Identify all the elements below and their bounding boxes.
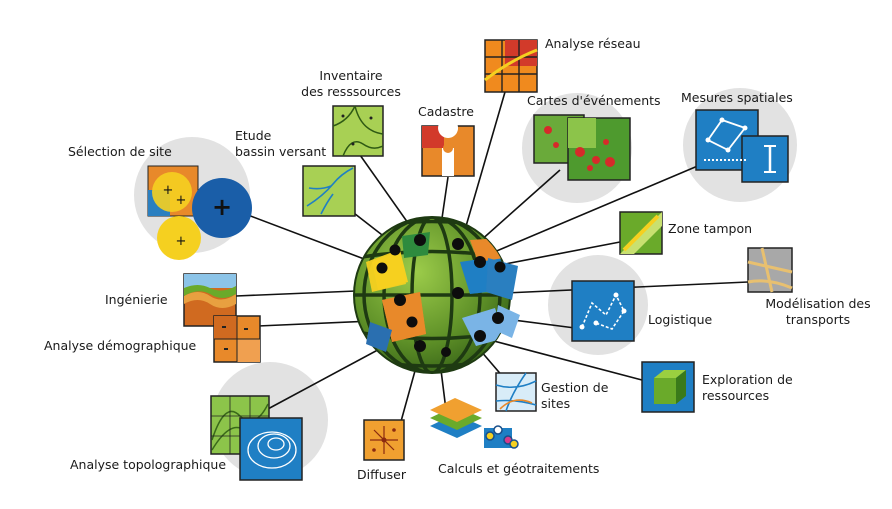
engineering-icon (183, 273, 237, 327)
label-zone-tampon: Zone tampon (668, 221, 753, 236)
label-modelisation: Modélisation des transports (758, 296, 878, 328)
label-exploration-line2: ressources (702, 388, 770, 403)
globe-nodes (376, 234, 506, 357)
distribute-icon (363, 419, 405, 461)
label-modelisation-line1: Modélisation des (765, 296, 871, 311)
label-diffuser: Diffuser (357, 467, 406, 482)
site-selection-icon: + + + + (147, 165, 252, 260)
logistics-icon (571, 280, 635, 342)
watershed-study-icon (302, 165, 356, 217)
label-mesures-spatiales: Mesures spatiales (681, 90, 793, 105)
site-management-icon (495, 372, 537, 412)
label-exploration: Exploration de ressources (702, 372, 793, 404)
label-etude: Etude bassin versant (235, 128, 326, 160)
label-inventaire-line1: Inventaire (319, 68, 383, 83)
cadastre-icon (421, 118, 475, 177)
label-inventaire-line2: des resssources (301, 84, 401, 99)
resource-exploration-icon (641, 361, 695, 413)
buffer-zone-icon (619, 211, 663, 255)
label-modelisation-line2: transports (785, 312, 851, 327)
label-gestion-sites: Gestion de sites (541, 380, 608, 412)
svg-text:+: + (163, 183, 174, 198)
resource-inventory-icon (332, 105, 384, 157)
label-analyse-demographique: Analyse démographique (44, 338, 197, 353)
label-cartes-evenements: Cartes d'événements (527, 93, 661, 108)
event-maps-icon (533, 114, 631, 181)
network-analysis-icon (484, 39, 538, 93)
label-logistique: Logistique (648, 312, 713, 327)
label-analyse-topographique: Analyse topolographique (70, 457, 227, 472)
label-etude-line1: Etude (235, 128, 272, 143)
demographic-analysis-icon (213, 315, 261, 363)
label-inventaire: Inventaire des resssources (296, 68, 406, 100)
svg-text:+: + (176, 193, 187, 208)
label-selection-site: Sélection de site (68, 144, 172, 159)
label-gestion-line1: Gestion de (541, 380, 609, 395)
label-gestion-line2: sites (541, 396, 571, 411)
label-calculs: Calculs et géotraitements (438, 461, 600, 476)
geoprocessing-icon (430, 398, 519, 449)
spatial-measures-icon (695, 109, 789, 183)
label-cadastre: Cadastre (418, 104, 474, 119)
label-etude-line2: bassin versant (235, 144, 327, 159)
svg-text:+: + (212, 193, 232, 221)
svg-text:+: + (176, 234, 187, 249)
transport-modeling-icon (747, 247, 793, 293)
label-exploration-line1: Exploration de (702, 372, 793, 387)
label-ingenierie: Ingénierie (105, 292, 168, 307)
topographic-analysis-icon (210, 395, 303, 481)
label-analyse-reseau: Analyse réseau (545, 36, 641, 51)
globe (353, 216, 520, 374)
